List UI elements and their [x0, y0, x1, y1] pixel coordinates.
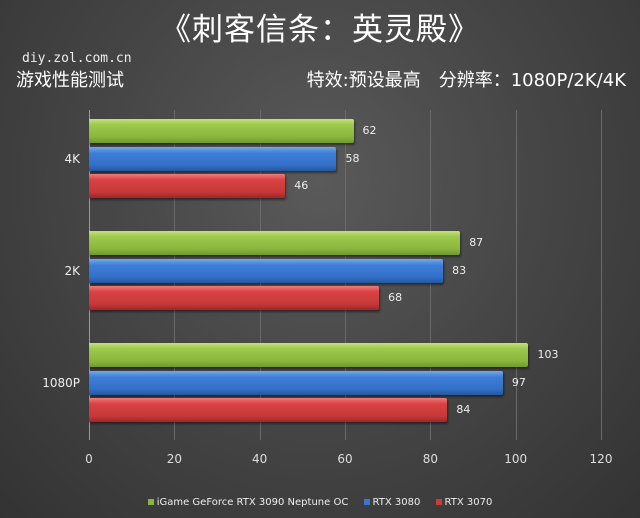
- bar-1080p-blue: [89, 370, 503, 395]
- data-label: 58: [345, 151, 360, 165]
- bar-4k-green: [89, 119, 354, 143]
- legend-swatch-red: [435, 499, 442, 505]
- legend: iGame GeForce RTX 3090 Neptune OC RTX 30…: [0, 497, 640, 508]
- bar-2k-red: [89, 286, 380, 310]
- data-label: 103: [537, 348, 559, 361]
- plot-area: 62 58 46 87 83 68 103 97 84: [89, 110, 602, 440]
- legend-label: RTX 3070: [444, 497, 493, 508]
- legend-label: RTX 3080: [372, 497, 421, 508]
- bar-1080p-green: [89, 343, 529, 367]
- gridline: [601, 110, 602, 440]
- legend-item-rtx3090: iGame GeForce RTX 3090 Neptune OC: [147, 497, 349, 508]
- data-label: 68: [388, 291, 403, 304]
- data-label: 84: [456, 403, 471, 416]
- data-label: 46: [294, 179, 309, 192]
- bar-1080p-red: [89, 398, 448, 422]
- x-tick-label: 60: [337, 452, 353, 466]
- bar-2k-green: [89, 231, 461, 255]
- x-tick-label: 100: [504, 452, 528, 466]
- chart-title: 《刺客信条：英灵殿》: [160, 12, 480, 48]
- x-tick-label: 40: [252, 452, 268, 466]
- bar-4k-red: [89, 174, 286, 198]
- legend-swatch-green: [147, 499, 154, 505]
- x-tick-label: 80: [422, 452, 438, 466]
- chart-subtitle-right: 特效:预设最高 分辨率：1080P/2K/4K: [306, 70, 626, 91]
- legend-swatch-blue: [363, 499, 370, 505]
- legend-item-rtx3070: RTX 3070: [435, 497, 493, 508]
- x-tick-label: 120: [589, 452, 613, 466]
- bar-4k-blue: [89, 146, 337, 171]
- category-label: 4K: [64, 151, 80, 166]
- bar-2k-blue: [89, 258, 444, 283]
- data-label: 87: [469, 236, 484, 249]
- site-watermark: diy.zol.com.cn: [22, 51, 132, 66]
- data-label: 62: [362, 124, 377, 137]
- category-label: 2K: [64, 263, 80, 278]
- x-tick-label: 0: [85, 452, 93, 466]
- legend-label: iGame GeForce RTX 3090 Neptune OC: [156, 497, 349, 508]
- legend-item-rtx3080: RTX 3080: [363, 497, 421, 508]
- data-label: 97: [511, 375, 526, 389]
- category-label: 1080P: [42, 375, 80, 390]
- x-tick-label: 20: [166, 452, 182, 466]
- chart-subtitle-left: 游戏性能测试: [16, 70, 124, 91]
- gridline: [515, 110, 517, 440]
- data-label: 83: [452, 263, 467, 277]
